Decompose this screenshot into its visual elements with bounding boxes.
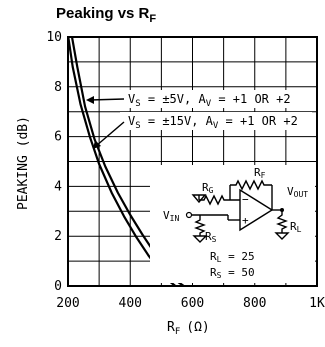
chart-title: Peaking vs RF: [56, 5, 156, 25]
x-tick-label: 200: [56, 296, 79, 311]
op-amp-minus: −: [242, 193, 249, 206]
rf-label: RF: [254, 166, 266, 180]
rg-resistor: [199, 194, 240, 206]
x-axis-label: RF (Ω): [167, 320, 210, 337]
y-tick-label: 4: [54, 179, 62, 194]
y-tick-label: 8: [54, 80, 62, 95]
vin-terminal-icon: [185, 211, 193, 219]
x-tick-label: 400: [119, 296, 142, 311]
annotation-2-arrowhead: [93, 140, 101, 149]
circuit-diagram: RF RG − + VIN RS VOUT RL RL = 25 RS = 50: [150, 165, 315, 283]
annotation-1-arrow: [89, 98, 125, 101]
y-tick-label: 2: [54, 229, 62, 244]
vout-label: VOUT: [287, 185, 308, 199]
rs-resistor: [194, 215, 206, 236]
rl-value-text: RL = 25: [210, 250, 255, 264]
y-tick-label: 10: [46, 30, 62, 45]
plot-frame: [67, 36, 318, 287]
rs-ground-icon: [192, 235, 208, 243]
y-tick-label: 6: [54, 130, 62, 145]
vin-label: VIN: [163, 209, 179, 223]
annotation-2: VS = ±15V, AV = +1 OR +2: [128, 114, 298, 131]
annotation-1-backdrop: [120, 90, 312, 108]
rl-resistor: [276, 210, 288, 233]
x-tick-label: 600: [181, 296, 204, 311]
rf-resistor: [230, 179, 272, 191]
rs-value-text: RS = 50: [210, 266, 255, 280]
x-tick-label: 800: [243, 296, 266, 311]
x-tick-labels: 200 400 600 800 1K: [56, 296, 325, 311]
annotation-2-arrow: [95, 121, 125, 147]
x-tick-label: 1K: [309, 296, 325, 311]
y-axis-label: PEAKING (dB): [16, 116, 31, 210]
op-amp-plus: +: [242, 214, 249, 227]
op-amp-symbol: [239, 188, 274, 232]
rl-ground-icon: [274, 232, 290, 240]
y-tick-labels: 0 2 4 6 8 10: [46, 30, 62, 294]
rl-label: RL: [290, 220, 302, 234]
annotation-2-backdrop: [120, 112, 312, 130]
rs-label: RS: [205, 230, 217, 244]
annotation-1: VS = ±5V, AV = +1 OR +2: [128, 92, 291, 109]
annotation-1-arrowhead: [86, 96, 94, 104]
y-tick-label: 0: [54, 279, 62, 294]
rg-label: RG: [202, 181, 214, 195]
